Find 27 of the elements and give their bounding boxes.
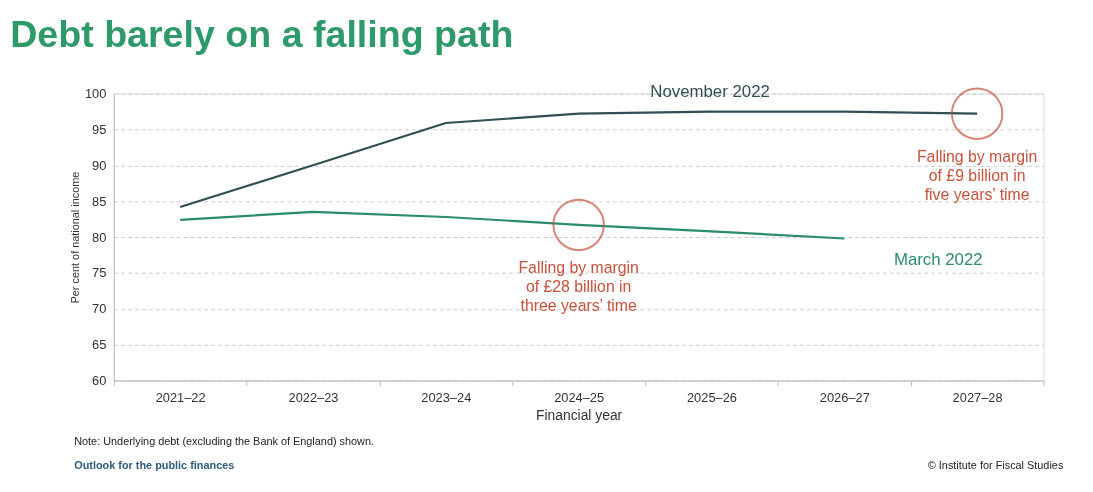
text: © Institute for Fiscal Studies bbox=[927, 458, 1064, 471]
y-tick-label: 90 bbox=[92, 157, 107, 173]
y-tick-label: 75 bbox=[92, 265, 107, 281]
series-label: November 2022 bbox=[650, 81, 770, 101]
annotation: Falling by margin of £9 billion in five years’ time bbox=[916, 148, 1038, 203]
x-tick-label: 2025–26 bbox=[686, 389, 737, 405]
y-tick-label: 100 bbox=[84, 86, 107, 102]
x-tick-label: 2022–23 bbox=[288, 389, 339, 405]
x-tick-label: 2027–28 bbox=[952, 389, 1003, 405]
line-series bbox=[179, 210, 846, 240]
x-tick-label: 2024–25 bbox=[554, 389, 605, 405]
x-tick-label: 2021–22 bbox=[155, 389, 206, 405]
y-tick-label: 70 bbox=[92, 301, 107, 317]
annotation: Falling by margin of £28 billion in three years’ time bbox=[518, 259, 639, 314]
text: Outlook for the public finances bbox=[74, 458, 235, 471]
y-tick-label: 60 bbox=[92, 372, 107, 388]
y-tick-label: 65 bbox=[92, 337, 107, 353]
y-tick-label: 80 bbox=[92, 229, 107, 245]
y-tick-label: 85 bbox=[92, 193, 107, 209]
y-axis-title: Per cent of national income bbox=[68, 171, 81, 304]
text: Note: Underlying debt (excluding the Bank of England) shown. bbox=[74, 434, 375, 447]
chart-title: Debt barely on a falling path bbox=[10, 13, 514, 56]
text: March 2022 bbox=[893, 250, 983, 270]
x-tick-label: 2023–24 bbox=[421, 389, 472, 405]
x-tick-label: 2026–27 bbox=[819, 389, 870, 405]
x-axis-title: Financial year bbox=[536, 406, 623, 423]
y-tick-label: 95 bbox=[92, 121, 107, 137]
